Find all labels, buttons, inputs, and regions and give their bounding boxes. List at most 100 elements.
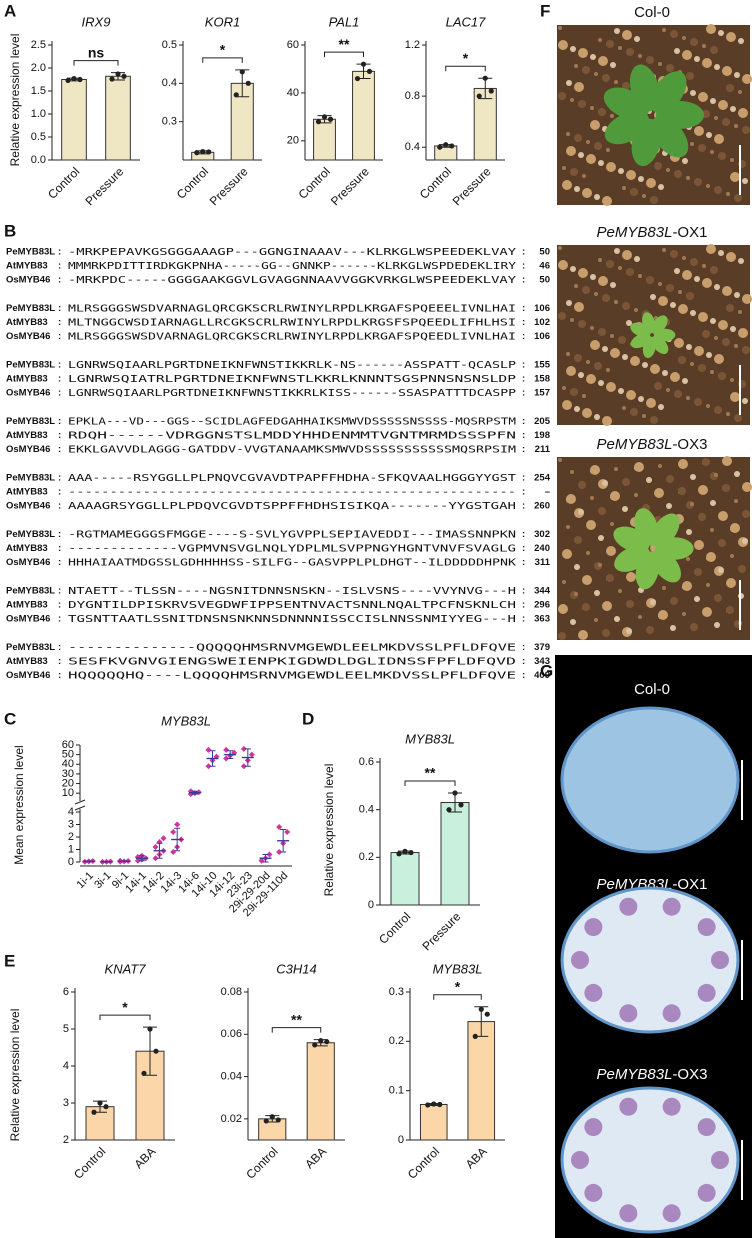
y-axis-label: Mean expression level — [12, 745, 26, 864]
soil-grain — [622, 302, 630, 310]
soil-grain — [642, 194, 646, 198]
soil-grain — [590, 106, 594, 110]
y-tick-label: 3 — [68, 818, 74, 830]
soil-grain — [694, 568, 702, 576]
y-tick-label: 1.0 — [31, 108, 46, 120]
x-tick-label: Control — [45, 164, 82, 201]
data-point — [223, 755, 230, 762]
soil-grain — [574, 82, 584, 92]
x-tick-label: Control — [405, 1144, 442, 1181]
xylem-cluster — [711, 951, 729, 969]
soil-grain — [570, 619, 576, 625]
soil-grain — [558, 26, 562, 30]
soil-grain — [630, 188, 638, 196]
soil-grain — [558, 604, 568, 614]
soil-grain — [614, 467, 618, 471]
soil-grain — [698, 513, 706, 521]
xylem-cluster — [619, 1097, 638, 1116]
soil-grain — [558, 632, 566, 640]
sequence: -MRKPEPAVKGSGGGAAAGP---GGNGINAAAV---KLRK… — [68, 247, 516, 258]
chart-title: MYB83L — [433, 961, 483, 976]
soil-grain — [718, 567, 724, 573]
soil-grain — [742, 510, 750, 518]
soil-grain — [722, 286, 732, 296]
data-point — [446, 807, 452, 813]
soil-grain — [686, 292, 694, 300]
data-point — [160, 835, 167, 842]
data-point — [324, 1039, 330, 1045]
soil-grain — [622, 250, 632, 260]
soil-grain — [590, 54, 596, 60]
sequence-name-colon: : — [58, 656, 61, 667]
significance-bracket — [202, 57, 243, 63]
y-axis-label: Relative expression level — [322, 764, 336, 897]
soil-grain — [722, 484, 730, 492]
soil-grain — [598, 258, 602, 262]
soil-grain — [590, 274, 596, 280]
soil-grain — [686, 396, 690, 400]
soil-grain — [722, 456, 732, 466]
sequence-name-colon: : — [58, 416, 61, 427]
soil-grain — [674, 338, 684, 348]
sequence-name: OsMYB46 — [6, 557, 50, 568]
sequence-name: AtMYB83 — [6, 600, 48, 611]
soil-grain — [690, 623, 698, 631]
sequence: SESFKVGNVGIENGSWEIENPKIGDWDLDGLIDNSSFPFL… — [68, 657, 516, 668]
xylem-cluster — [571, 1151, 589, 1169]
y-tick-label: 10 — [62, 787, 74, 799]
sequence-colon: : — [522, 473, 525, 484]
y-tick-label: 0.8 — [405, 90, 420, 102]
y-tick-label: 0 — [68, 856, 74, 868]
data-point — [115, 71, 121, 77]
soil-grain — [666, 64, 674, 72]
soil-grain — [734, 194, 742, 202]
data-point — [170, 829, 177, 835]
soil-grain — [650, 416, 658, 424]
data-point — [366, 68, 373, 74]
soil-grain — [618, 266, 622, 270]
sequence-name-colon: : — [58, 317, 61, 328]
soil-grain — [718, 539, 726, 547]
sequence: -RGTMAMEGGGSFMGGE----S-SVLYGVPPLSEPIAVED… — [68, 530, 516, 541]
soil-grain — [578, 100, 586, 108]
y-tick-label: 0.08 — [221, 986, 242, 998]
soil-grain — [574, 284, 578, 288]
bar — [61, 79, 87, 161]
soil-grain — [670, 625, 676, 631]
soil-grain — [638, 176, 644, 182]
soil-grain — [558, 312, 566, 320]
soil-grain — [574, 536, 582, 544]
soil-grain — [718, 372, 726, 380]
soil-grain — [602, 346, 608, 352]
sequence-colon: : — [522, 444, 525, 455]
soil-grain — [570, 98, 574, 102]
soil-grain — [618, 589, 622, 593]
soil-grain — [670, 302, 676, 308]
soil-grain — [714, 406, 722, 414]
photo-label: Col-0 — [634, 681, 670, 698]
bar — [390, 852, 420, 906]
soil-grain — [566, 366, 576, 376]
photo-label: PeMYB83L-OX3 — [597, 1066, 708, 1083]
sequence-end: 296 — [534, 600, 550, 611]
panel-label: D — [302, 709, 314, 728]
sequence-name-colon: : — [58, 247, 61, 258]
sequence-name: OsMYB46 — [6, 614, 50, 625]
error-bar — [156, 842, 163, 859]
x-tick-label: Control — [296, 164, 333, 201]
data-point — [233, 92, 239, 98]
soil-grain — [706, 24, 716, 34]
sequence-name-colon: : — [58, 642, 61, 653]
soil-grain — [594, 142, 602, 150]
soil-grain — [710, 318, 716, 324]
x-tick-label: Control — [243, 1144, 280, 1181]
chart-title: MYB83L — [161, 713, 211, 728]
data-point — [223, 746, 230, 753]
soil-grain — [594, 414, 600, 420]
sequence-end: 379 — [534, 642, 550, 653]
data-point — [484, 1011, 490, 1017]
soil-grain — [626, 628, 632, 634]
error-bar — [244, 748, 251, 767]
soil-grain — [710, 266, 718, 274]
